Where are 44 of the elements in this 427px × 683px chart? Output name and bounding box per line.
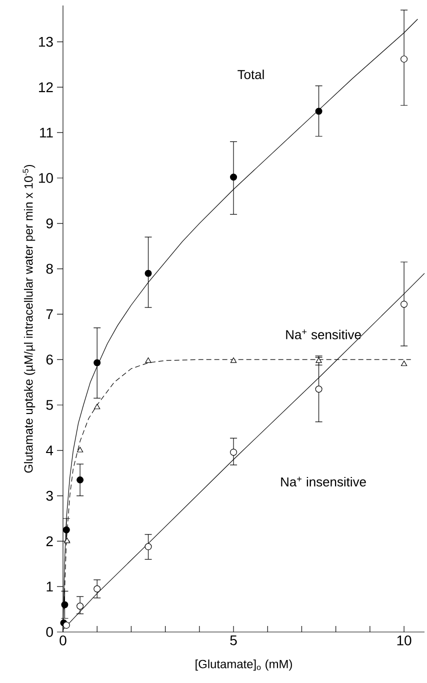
annotation: Total xyxy=(238,70,264,80)
y-tick-label: 10 xyxy=(39,173,53,183)
x-tick-label: 0 xyxy=(60,636,66,646)
y-tick-label: 9 xyxy=(46,218,53,228)
point xyxy=(64,538,70,544)
point xyxy=(400,300,408,308)
annotation: Na$^{+}$ sensitive xyxy=(286,330,361,340)
point xyxy=(230,357,237,363)
point xyxy=(145,357,152,363)
point xyxy=(144,543,152,550)
point xyxy=(76,446,84,452)
x-axis-title: [Glutamate]$_{o}$ (mM) xyxy=(196,660,292,671)
point xyxy=(62,526,70,534)
y-tick-label: 7 xyxy=(46,309,53,320)
point xyxy=(61,601,68,608)
point xyxy=(230,448,238,456)
y-tick-label: 12 xyxy=(39,82,53,92)
x-tick-label: 5 xyxy=(230,636,237,646)
point xyxy=(94,359,101,366)
y-tick-label: 1 xyxy=(46,582,53,592)
y-tick-label: 0 xyxy=(46,627,53,637)
y-tick-label: 4 xyxy=(46,446,54,456)
y-axis-title: Glutamate uptake (µM/µl intracellular water per min x 10$^{-5}$) xyxy=(22,164,36,473)
point xyxy=(230,174,238,181)
y-tick-label: 6 xyxy=(46,354,53,365)
point xyxy=(62,622,70,629)
point xyxy=(400,56,408,63)
y-tick-label: 11 xyxy=(40,128,53,138)
point xyxy=(316,357,322,363)
point xyxy=(94,404,100,410)
point xyxy=(94,585,101,592)
y-tick-label: 2 xyxy=(46,536,53,546)
point xyxy=(76,602,84,610)
y-tick-label: 13 xyxy=(39,36,53,47)
y-tick-label: 8 xyxy=(46,264,53,274)
point xyxy=(76,476,84,484)
point xyxy=(315,386,322,393)
y-tick-label: 3 xyxy=(46,490,53,501)
point xyxy=(144,270,152,277)
point xyxy=(400,360,408,366)
annotation: Na$^{+}$ insensitive xyxy=(281,476,366,486)
x-tick-label: 10 xyxy=(397,636,412,646)
point xyxy=(315,108,322,115)
y-tick-label: 5 xyxy=(46,400,53,410)
